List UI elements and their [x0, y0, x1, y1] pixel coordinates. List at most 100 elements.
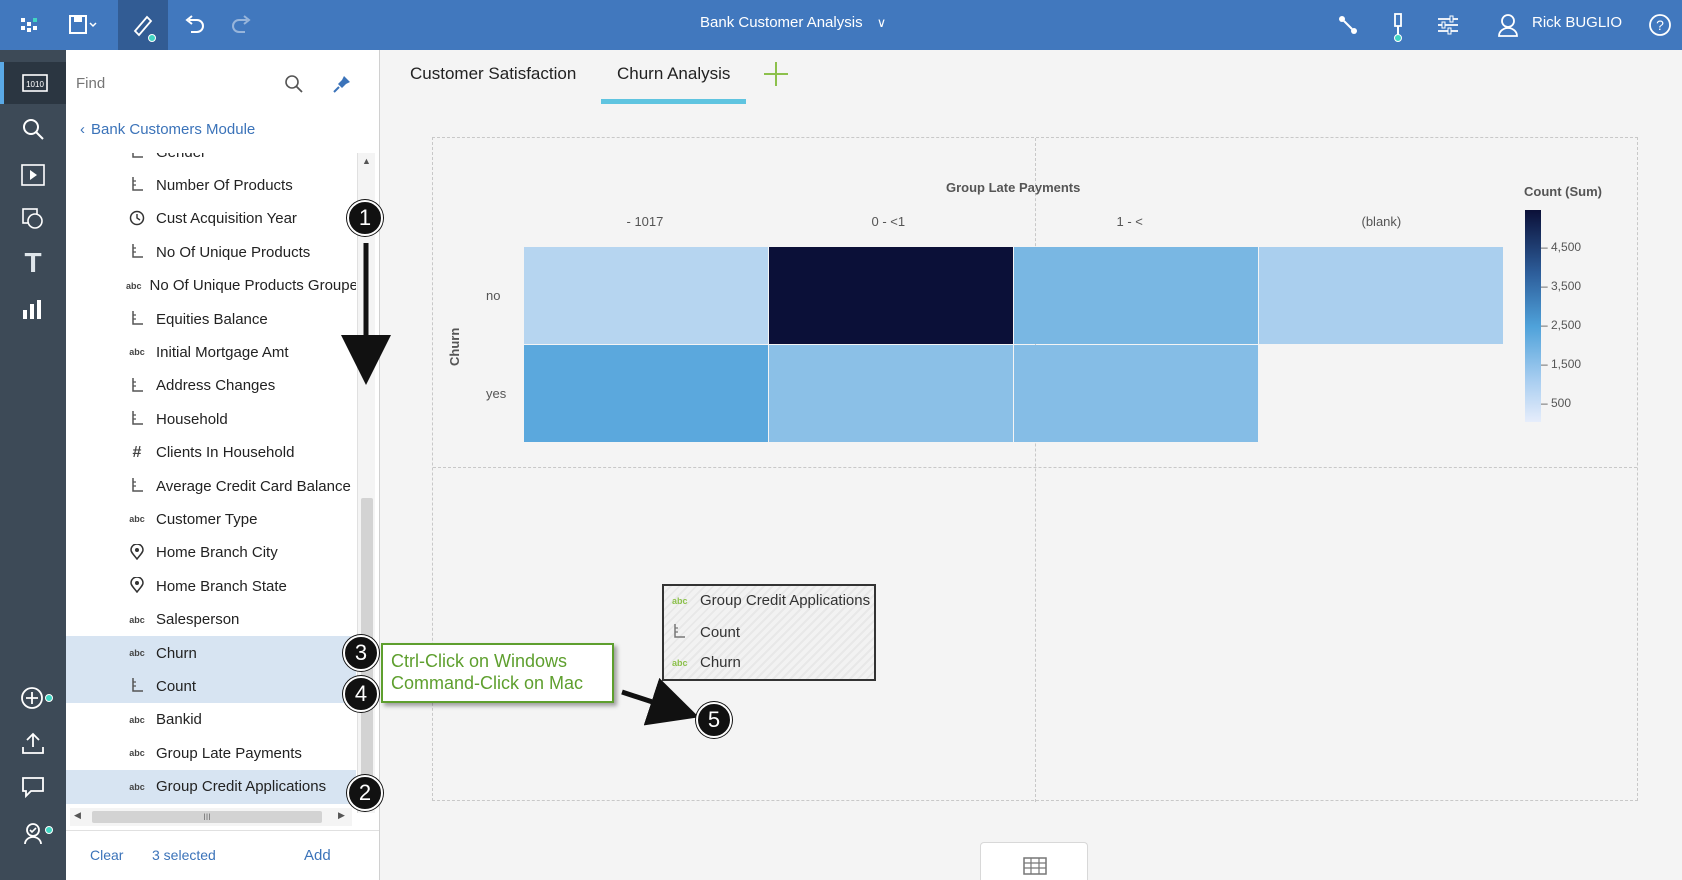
- heatmap-cell[interactable]: [1259, 247, 1503, 344]
- horizontal-scroll-thumb[interactable]: III: [92, 811, 322, 823]
- help-icon[interactable]: ?: [1644, 0, 1676, 50]
- drag-preview-label: Churn: [700, 654, 741, 671]
- find-input[interactable]: [76, 68, 276, 98]
- shapes-icon[interactable]: [0, 198, 66, 240]
- table-icon: [1023, 857, 1047, 880]
- user-avatar-icon[interactable]: [1492, 0, 1524, 50]
- heatmap-cell[interactable]: [524, 345, 768, 442]
- tree-item[interactable]: Home Branch City: [66, 536, 356, 570]
- tree-item[interactable]: Address Changes: [66, 369, 356, 403]
- heatmap-cell[interactable]: [769, 345, 1013, 442]
- drag-preview-item: Count: [672, 623, 740, 641]
- scroll-up-arrow-icon[interactable]: ▲: [362, 156, 371, 166]
- dashboard-canvas: [432, 137, 1638, 802]
- add-button[interactable]: Add: [304, 847, 331, 864]
- text-tool-icon[interactable]: T: [24, 247, 42, 278]
- top-bar: Bank Customer Analysis ∨ Rick BUGLIO ?: [0, 0, 1682, 50]
- tree-item[interactable]: Number Of Products: [66, 168, 356, 202]
- drag-preview-item: abc Churn: [672, 654, 741, 671]
- tree-item[interactable]: abc Initial Mortgage Amt: [66, 335, 356, 369]
- callout-line-1: Ctrl-Click on Windows: [391, 651, 568, 671]
- tree-item-label: Cust Acquisition Year: [156, 210, 297, 228]
- properties-sliders-icon[interactable]: [1430, 0, 1466, 50]
- y-tick-label: no: [486, 288, 501, 303]
- tree-item[interactable]: abc Group Late Payments: [66, 736, 356, 770]
- tree-item[interactable]: Average Credit Card Balance: [66, 469, 356, 503]
- grid-line: [1035, 138, 1036, 802]
- vertical-scrollbar[interactable]: ▲: [357, 153, 375, 813]
- pin-tool-icon[interactable]: [1380, 0, 1416, 50]
- media-icon[interactable]: [0, 154, 66, 196]
- instruction-callout: Ctrl-Click on Windows Command-Click on M…: [381, 643, 614, 703]
- scroll-right-arrow-icon[interactable]: ▶: [338, 810, 345, 820]
- heatmap-cell[interactable]: [1014, 345, 1258, 442]
- step-badge-5: 5: [696, 702, 732, 738]
- app-grid-icon[interactable]: [12, 0, 48, 50]
- tab-label: Churn Analysis: [617, 64, 731, 83]
- tab-churn-analysis[interactable]: Churn Analysis: [601, 64, 747, 104]
- save-icon[interactable]: [58, 0, 108, 50]
- edit-pencil-icon[interactable]: [118, 0, 168, 50]
- callout-line-2: Command-Click on Mac: [391, 673, 584, 693]
- tree-item[interactable]: abc Salesperson: [66, 603, 356, 637]
- step-badge-2: 2: [347, 775, 383, 811]
- upload-icon[interactable]: [0, 722, 66, 764]
- tree-item-label: Group Late Payments: [156, 744, 302, 762]
- tree-item[interactable]: Cust Acquisition Year: [66, 202, 356, 236]
- tree-item[interactable]: Home Branch State: [66, 569, 356, 603]
- tree-item[interactable]: abc Group Credit Applications: [66, 769, 356, 804]
- color-legend-bar: [1525, 210, 1541, 422]
- search-icon[interactable]: [0, 108, 66, 150]
- measure-icon: [126, 377, 148, 395]
- tree-item-label: Bankid: [156, 711, 202, 729]
- step-badge-1: 1: [347, 200, 383, 236]
- data-tray-toggle[interactable]: [980, 842, 1088, 880]
- location-pin-icon: [126, 576, 148, 595]
- tree-item[interactable]: abc Churn: [66, 636, 356, 670]
- tree-item[interactable]: Equities Balance: [66, 302, 356, 336]
- redo-icon[interactable]: [224, 0, 260, 50]
- tree-item-label: Initial Mortgage Amt: [156, 343, 289, 361]
- tree-item-label: Customer Type: [156, 510, 258, 528]
- tab-customer-satisfaction[interactable]: Customer Satisfaction: [410, 64, 576, 104]
- undo-icon[interactable]: [176, 0, 212, 50]
- text-type-icon: abc: [129, 748, 145, 759]
- tree-item-label: Number Of Products: [156, 176, 293, 194]
- clear-button[interactable]: Clear: [90, 847, 124, 863]
- assistant-icon[interactable]: [0, 812, 66, 854]
- heatmap-cell[interactable]: [1014, 247, 1258, 344]
- tree-item-label: Equities Balance: [156, 310, 268, 328]
- tree-item[interactable]: Gender: [66, 153, 356, 169]
- connect-icon[interactable]: [1330, 0, 1366, 50]
- scroll-left-arrow-icon[interactable]: ◀: [74, 810, 81, 820]
- legend-tick-label: – 1,500: [1541, 357, 1582, 371]
- svg-text:?: ?: [1656, 17, 1664, 33]
- legend-tick-label: – 3,500: [1541, 279, 1582, 293]
- visualizations-icon[interactable]: [0, 288, 66, 330]
- heatmap-cell[interactable]: [524, 247, 768, 344]
- tree-item[interactable]: Household: [66, 402, 356, 436]
- location-pin-icon: [126, 543, 148, 562]
- svg-text:1010: 1010: [26, 80, 44, 89]
- data-sources-icon[interactable]: 1010: [0, 62, 66, 104]
- text-type-icon: abc: [129, 514, 145, 525]
- pin-icon[interactable]: [332, 74, 352, 99]
- comment-icon[interactable]: [0, 766, 66, 808]
- legend-tick-label: – 4,500: [1541, 240, 1582, 254]
- heatmap-cell[interactable]: [769, 247, 1013, 344]
- tree-item[interactable]: No Of Unique Products: [66, 235, 356, 269]
- user-name[interactable]: Rick BUGLIO: [1532, 14, 1623, 31]
- measure-icon: [126, 410, 148, 428]
- add-tab-icon[interactable]: [762, 58, 790, 97]
- back-link[interactable]: ‹ Bank Customers Module: [80, 121, 255, 138]
- tree-item[interactable]: Count: [66, 669, 356, 704]
- tree-item[interactable]: abc Customer Type: [66, 502, 356, 536]
- add-widget-icon[interactable]: [0, 678, 66, 720]
- tree-item[interactable]: abc No Of Unique Products Grouped: [66, 269, 356, 303]
- tab-bar: Customer Satisfaction Churn Analysis: [380, 50, 1682, 104]
- tree-item[interactable]: # Clients In Household: [66, 436, 356, 470]
- tree-item[interactable]: abc Bankid: [66, 703, 356, 737]
- app-title[interactable]: Bank Customer Analysis ∨: [700, 0, 886, 50]
- horizontal-scrollbar[interactable]: ◀ III ▶: [70, 808, 352, 826]
- search-icon[interactable]: [284, 74, 304, 99]
